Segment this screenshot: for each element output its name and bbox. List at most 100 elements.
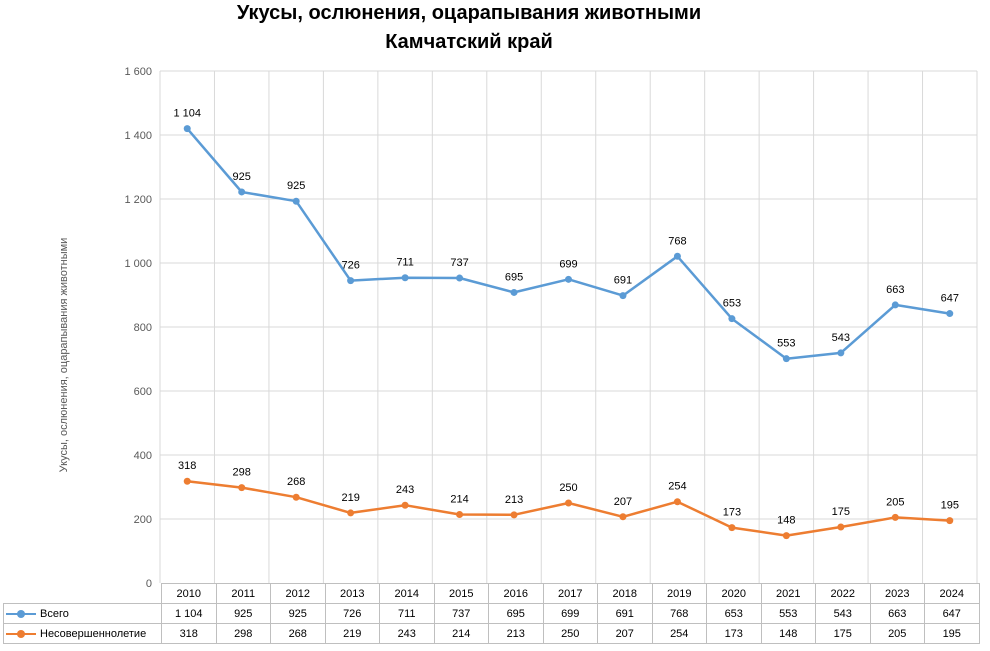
data-label: 647 <box>941 293 959 305</box>
data-label: 699 <box>559 258 577 270</box>
table-header-row: 2010 2011 2012 2013 2014 2015 2016 2017 2018 2019… <box>4 583 980 604</box>
data-point <box>292 197 300 205</box>
data-label: 213 <box>505 494 523 506</box>
legend-entry: Всего <box>3 603 162 624</box>
table-cell: 254 <box>651 623 707 644</box>
data-point <box>728 315 736 323</box>
data-point <box>510 511 518 519</box>
data-point <box>565 275 572 283</box>
table-cell: 298 <box>215 623 271 644</box>
y-tick-label: 1 000 <box>124 258 152 270</box>
series-line-1 <box>186 127 950 360</box>
table-year-cell: 2024 <box>924 583 980 604</box>
table-cell: 543 <box>815 603 871 624</box>
y-tick-label: 800 <box>134 322 152 334</box>
data-point <box>401 274 409 282</box>
table-year-cell: 2020 <box>706 583 762 604</box>
data-label: 768 <box>668 235 686 247</box>
data-label: 553 <box>777 338 795 350</box>
data-point <box>946 310 954 318</box>
table-cell: 737 <box>433 603 489 624</box>
table-cell: 768 <box>651 603 707 624</box>
table-year-cell: 2014 <box>379 583 435 604</box>
data-point <box>456 511 464 519</box>
table-year-cell: 2015 <box>433 583 489 604</box>
table-cell: 205 <box>869 623 925 644</box>
data-point <box>673 252 681 260</box>
table-year-cell: 2010 <box>161 583 217 604</box>
data-point <box>401 501 409 509</box>
table-cell: 726 <box>324 603 380 624</box>
table-cell: 214 <box>433 623 489 644</box>
data-label: 695 <box>505 271 523 283</box>
data-label: 175 <box>832 506 850 518</box>
table-year-cell: 2019 <box>651 583 707 604</box>
table-cell: 663 <box>869 603 925 624</box>
data-point <box>891 513 899 521</box>
data-point <box>673 498 681 506</box>
data-point <box>837 523 845 531</box>
table-cell: 653 <box>706 603 762 624</box>
table-row: Всего 1 104 925 925 726 711 737 695 699 691 768 653… <box>3 603 980 624</box>
data-point <box>183 125 191 133</box>
y-tick-label: 400 <box>134 450 152 462</box>
data-point <box>456 274 464 282</box>
y-tick-label: 1 400 <box>124 130 152 142</box>
data-label: 243 <box>396 484 414 496</box>
data-label: 205 <box>886 496 904 508</box>
legend-entry: Несовершеннолетие <box>3 623 162 644</box>
data-label: 318 <box>178 460 196 472</box>
table-year-cell: 2018 <box>597 583 653 604</box>
y-axis-label: Укусы, ослюнения, оцарапывания животными <box>58 237 70 473</box>
data-point <box>782 355 790 363</box>
table-cell: 699 <box>542 603 598 624</box>
table-year-cell: 2012 <box>270 583 326 604</box>
table-cell: 173 <box>706 623 762 644</box>
table-cell: 318 <box>161 623 217 644</box>
legend-marker-icon <box>6 629 36 638</box>
table-year-cell: 2023 <box>869 583 925 604</box>
data-label: 195 <box>941 500 959 512</box>
table-year-cell: 2017 <box>542 583 598 604</box>
table-year-cell: 2021 <box>760 583 816 604</box>
data-point <box>782 532 790 540</box>
data-point <box>347 509 355 517</box>
data-point <box>728 524 736 532</box>
data-point <box>891 301 899 309</box>
table-cell: 691 <box>597 603 653 624</box>
data-point <box>619 513 627 521</box>
data-label: 925 <box>287 180 305 192</box>
table-cell: 243 <box>379 623 435 644</box>
table-cell: 695 <box>488 603 544 624</box>
data-label: 543 <box>832 332 850 344</box>
data-point <box>565 499 572 507</box>
chart-subtitle: Камчатский край <box>385 31 553 53</box>
data-label: 653 <box>723 298 741 310</box>
data-point <box>238 484 246 492</box>
table-cell: 925 <box>270 603 326 624</box>
legend-marker-icon <box>6 609 36 618</box>
data-point <box>619 292 627 300</box>
y-tick-label: 1 200 <box>124 194 152 206</box>
table-cell: 148 <box>760 623 816 644</box>
data-point <box>510 288 518 296</box>
data-label: 254 <box>668 481 686 493</box>
data-point <box>183 477 191 485</box>
data-label: 173 <box>723 507 741 519</box>
data-point <box>238 188 246 196</box>
data-label: 925 <box>233 171 251 183</box>
data-label: 207 <box>614 496 632 508</box>
legend-label: Несовершеннолетие <box>40 627 147 640</box>
data-label: 711 <box>396 257 414 269</box>
data-label: 663 <box>886 284 904 296</box>
table-cell: 175 <box>815 623 871 644</box>
table-cell: 268 <box>270 623 326 644</box>
table-cell: 219 <box>324 623 380 644</box>
table-year-cell: 2011 <box>215 583 271 604</box>
data-label: 214 <box>450 494 468 506</box>
data-point <box>347 277 355 285</box>
table-row: Несовершеннолетие 318 298 268 219 243 214 213 25… <box>3 623 980 644</box>
table-cell: 1 104 <box>161 603 217 624</box>
table-cell: 195 <box>924 623 980 644</box>
y-tick-label: 0 <box>146 578 152 590</box>
